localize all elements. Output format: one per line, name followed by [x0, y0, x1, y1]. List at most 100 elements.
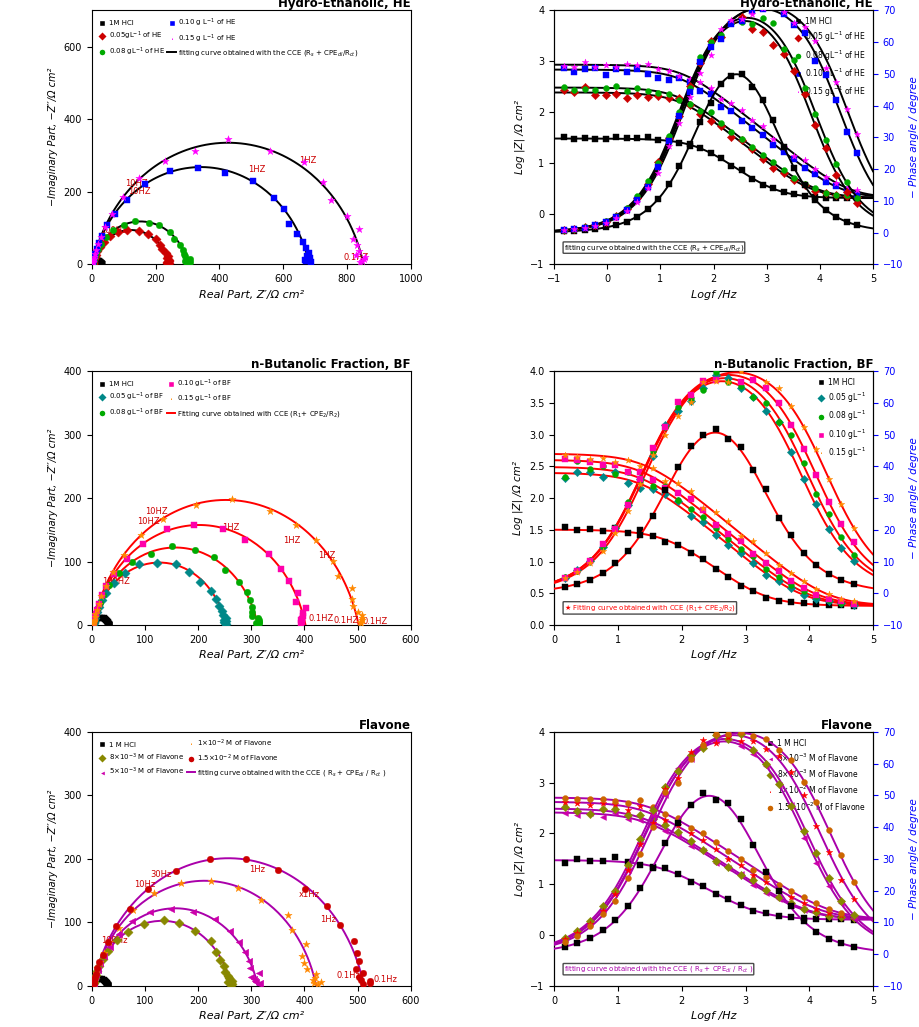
Point — [724, 16, 739, 33]
Point — [651, 191, 665, 207]
Point — [758, 864, 773, 880]
Point — [86, 974, 101, 990]
Point — [204, 582, 219, 599]
Text: 1Hz: 1Hz — [321, 915, 336, 924]
Point — [645, 507, 660, 524]
Point — [720, 374, 735, 390]
Point — [355, 607, 369, 623]
Point — [798, 25, 812, 41]
Point — [839, 190, 854, 206]
Point — [598, 67, 613, 83]
Text: fitting curve obtained with the CCE ( R$_s$ + CPE$_{dl}$ / R$_{ct}$ ): fitting curve obtained with the CCE ( R$… — [563, 964, 753, 975]
Point — [808, 183, 823, 199]
Point — [85, 977, 100, 993]
Point — [809, 895, 823, 911]
Point — [733, 897, 748, 913]
Point — [771, 572, 786, 588]
Point — [111, 565, 126, 581]
Point — [846, 594, 861, 610]
Point — [658, 427, 673, 444]
Point — [308, 969, 323, 986]
Point — [839, 180, 854, 196]
Point — [733, 540, 748, 557]
Text: 0.1HZ: 0.1HZ — [363, 617, 388, 625]
Point — [834, 539, 849, 556]
Point — [296, 608, 311, 624]
Point — [645, 814, 660, 831]
Point — [758, 403, 773, 419]
Point — [671, 493, 686, 509]
Point — [619, 55, 634, 72]
Point — [558, 468, 573, 485]
Point — [784, 909, 799, 925]
Text: 1HZ: 1HZ — [318, 551, 335, 561]
Point — [755, 91, 770, 108]
Point — [168, 556, 183, 572]
Point — [662, 131, 676, 148]
Point — [766, 14, 780, 31]
Point — [263, 143, 278, 159]
Text: 1HZ: 1HZ — [222, 523, 240, 532]
Point — [734, 8, 749, 25]
Legend: 1 M HCl, 8×10$^{-3}$ M of Flavone, 5×10$^{-3}$ M of Flavone, 1×10$^{-2}$ M of Fl: 1 M HCl, 8×10$^{-3}$ M of Flavone, 5×10$… — [96, 735, 389, 781]
Text: 0.1HZ: 0.1HZ — [334, 615, 359, 624]
Point — [588, 217, 603, 233]
Point — [86, 612, 101, 629]
Point — [96, 948, 111, 964]
Point — [620, 857, 635, 873]
Point — [645, 819, 660, 835]
Point — [245, 604, 260, 620]
Point — [693, 48, 708, 65]
Point — [709, 372, 723, 388]
Point — [309, 531, 323, 547]
Point — [682, 96, 697, 112]
Point — [834, 909, 849, 925]
Point — [558, 931, 573, 948]
Point — [758, 756, 773, 772]
Point — [633, 470, 648, 487]
Point — [92, 957, 107, 974]
Point — [671, 824, 686, 840]
Point — [596, 537, 610, 554]
Point — [619, 202, 634, 219]
Point — [94, 229, 108, 245]
Point — [784, 444, 799, 460]
Point — [746, 877, 761, 893]
Point — [796, 583, 811, 600]
Point — [671, 760, 686, 776]
Point — [755, 0, 770, 16]
Point — [102, 934, 117, 950]
Point — [620, 503, 635, 520]
Point — [784, 573, 799, 589]
Point — [658, 860, 673, 876]
Point — [102, 616, 117, 633]
Point — [809, 496, 823, 512]
Point — [100, 943, 115, 959]
Point — [187, 517, 201, 533]
Point — [583, 521, 597, 537]
Point — [822, 908, 836, 924]
Point — [846, 910, 861, 926]
Point — [567, 131, 582, 148]
Point — [798, 86, 812, 103]
Point — [620, 496, 635, 512]
Point — [633, 812, 648, 829]
Point — [298, 252, 312, 268]
Point — [583, 551, 597, 568]
Point — [567, 221, 582, 237]
Point — [161, 255, 176, 271]
Point — [100, 976, 115, 992]
Point — [796, 901, 811, 917]
Point — [671, 393, 686, 410]
Point — [658, 419, 673, 435]
Point — [88, 605, 103, 621]
Point — [658, 823, 673, 839]
Point — [125, 554, 140, 570]
Point — [720, 843, 735, 860]
Point — [85, 616, 100, 633]
Point — [829, 208, 844, 225]
Point — [596, 809, 610, 826]
Point — [90, 243, 105, 260]
Point — [822, 905, 836, 921]
Point — [798, 177, 812, 193]
